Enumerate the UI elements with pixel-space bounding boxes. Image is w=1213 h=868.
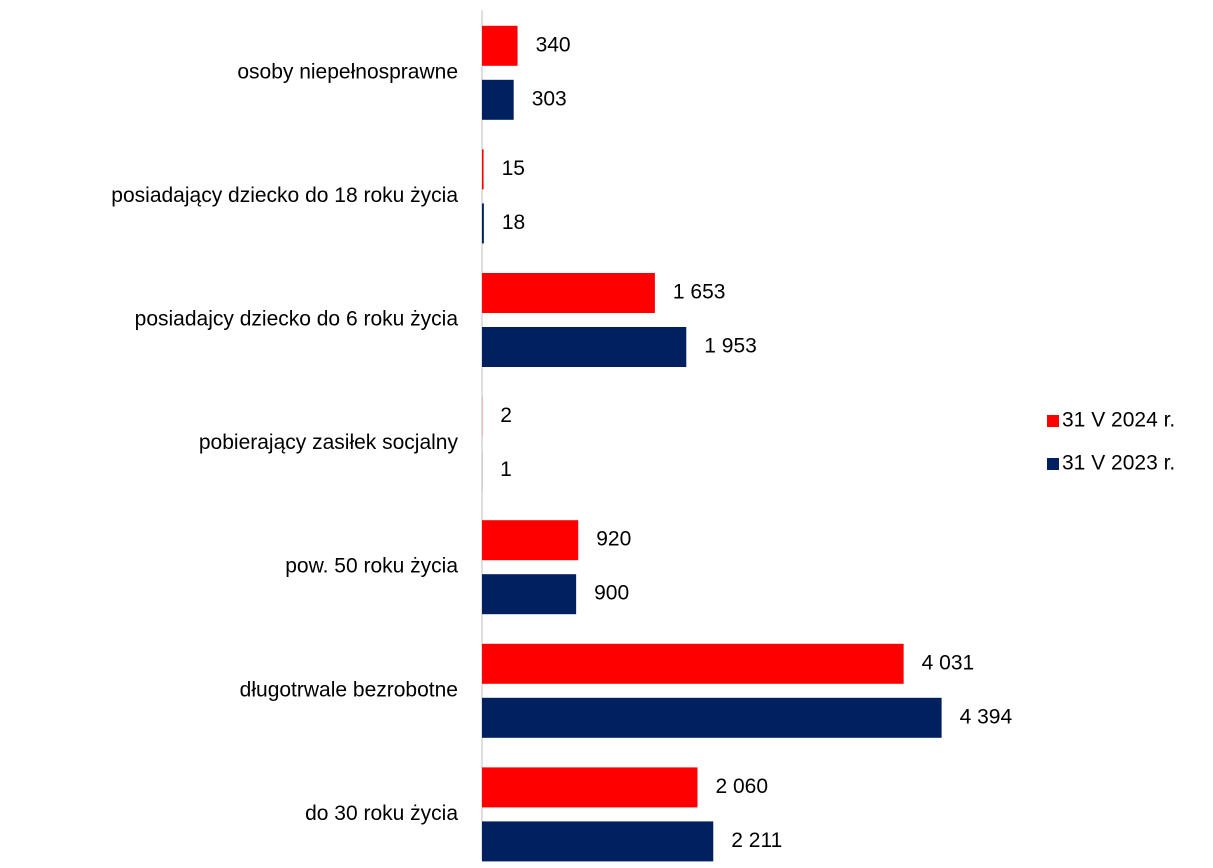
value-label: 2	[500, 404, 512, 427]
value-label: 340	[536, 33, 571, 56]
value-label: 2 211	[731, 829, 782, 852]
legend-label: 31 V 2023 r.	[1062, 452, 1175, 475]
bar	[482, 79, 514, 120]
bar	[482, 767, 698, 808]
value-label: 15	[502, 157, 525, 180]
value-label: 303	[532, 87, 567, 110]
category-label: posiadajcy dziecko do 6 roku życia	[135, 308, 459, 331]
bar	[482, 273, 655, 313]
bar	[482, 149, 484, 190]
bar	[482, 25, 518, 66]
value-label: 900	[594, 582, 629, 605]
value-label: 4 031	[922, 651, 975, 674]
legend-swatch	[1047, 458, 1059, 470]
category-label: pobierający zasiłek socjalny	[199, 431, 459, 454]
category-label: posiadający dziecko do 18 roku życia	[111, 184, 458, 207]
value-label: 1 953	[704, 335, 757, 358]
bar	[482, 520, 579, 561]
value-label: 2 060	[715, 775, 768, 798]
bar	[482, 697, 942, 738]
value-label: 1	[500, 458, 512, 481]
bar	[482, 821, 714, 862]
bar	[482, 327, 687, 367]
legend-label: 31 V 2024 r.	[1062, 409, 1175, 432]
legend-swatch	[1047, 415, 1059, 427]
bar	[482, 574, 577, 615]
value-label: 1 653	[673, 281, 726, 304]
category-label: pow. 50 roku życia	[285, 555, 458, 578]
category-label: do 30 roku życia	[305, 802, 458, 825]
value-label: 4 394	[960, 705, 1013, 728]
category-label: długotrwale bezrobotne	[240, 678, 458, 701]
category-label: osoby niepełnosprawne	[237, 60, 458, 83]
bar	[482, 203, 484, 244]
bar	[482, 643, 904, 684]
value-label: 18	[502, 211, 525, 234]
value-label: 920	[596, 528, 631, 551]
